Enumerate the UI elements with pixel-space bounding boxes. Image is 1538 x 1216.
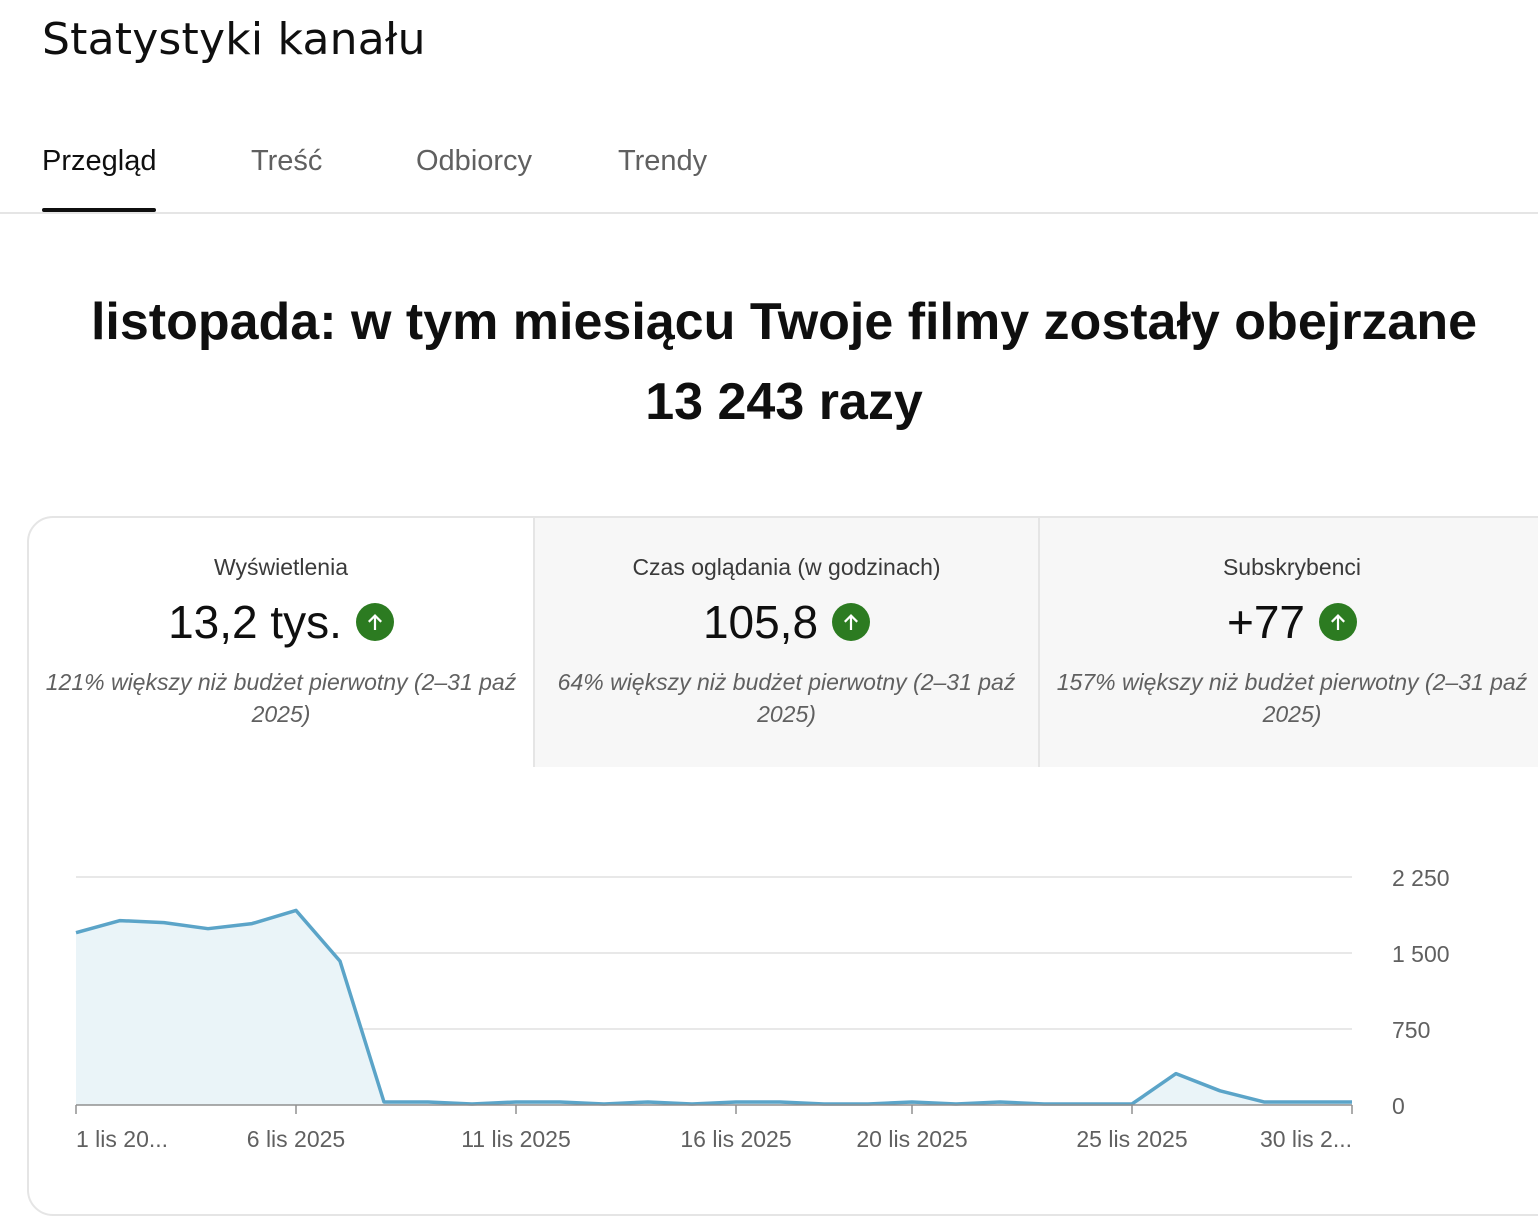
metric-subscribers-comparison: 157% większy niż budżet pierwotny (2–31 … — [1040, 666, 1538, 730]
metric-watch-time-label: Czas oglądania (w godzinach) — [632, 554, 941, 580]
metric-views-comparison: 121% większy niż budżet pierwotny (2–31 … — [29, 666, 533, 730]
metric-subscribers-label: Subskrybenci — [1222, 554, 1362, 580]
metric-subscribers[interactable]: Subskrybenci +77 157% większy niż budżet… — [1038, 518, 1538, 767]
metric-watch-time-comparison-line-1: 64% większy niż budżet pierwotny (2–31 p… — [557, 669, 1016, 695]
x-tick-label: 6 lis 2025 — [247, 1126, 345, 1152]
metric-subscribers-comparison-line-1: 157% większy niż budżet pierwotny (2–31 … — [1056, 669, 1528, 695]
tab-audience[interactable]: Odbiorcy — [416, 145, 532, 212]
metric-watch-time-value: 105,8 — [702, 596, 819, 648]
x-tick-label: 1 lis 20... — [76, 1126, 168, 1152]
tab-audience-label: Odbiorcy — [416, 145, 533, 177]
metric-watch-time-comparison: 64% większy niż budżet pierwotny (2–31 p… — [535, 666, 1038, 730]
arrow-up-circle-icon — [1319, 603, 1358, 641]
arrow-up-circle-icon — [832, 603, 871, 641]
metric-views-value: 13,2 tys. — [168, 596, 342, 648]
y-tick-label: 0 — [1392, 1093, 1405, 1119]
tab-content-label: Treść — [251, 145, 323, 177]
series-line — [75, 908, 1352, 1106]
metric-views[interactable]: Wyświetlenia 13,2 tys. 121% większy niż … — [29, 518, 533, 767]
tab-bar: Przegląd Treść Odbiorcy Trendy — [0, 135, 1538, 214]
metric-views-comparison-line-2: 2025) — [251, 701, 311, 727]
x-tick-label: 30 lis 2... — [1260, 1126, 1352, 1152]
y-tick-label: 750 — [1392, 1017, 1430, 1043]
y-tick-label: 1 500 — [1392, 941, 1450, 967]
metric-watch-time-value-row: 105,8 — [535, 594, 1038, 650]
metric-subscribers-value-row: +77 — [1040, 594, 1538, 650]
tab-overview-label: Przegląd — [42, 145, 157, 177]
metric-views-value-row: 13,2 tys. — [29, 594, 533, 650]
arrow-up-circle-icon — [355, 603, 394, 641]
summary-headline: listopada: w tym miesiącu Twoje filmy zo… — [30, 282, 1538, 442]
metric-watch-time-comparison-line-2: 2025) — [757, 701, 816, 727]
x-tick-label: 16 lis 2025 — [680, 1126, 791, 1152]
page-title: Statystyki kanału — [42, 14, 426, 65]
metric-views-label: Wyświetlenia — [213, 554, 348, 580]
metric-subscribers-comparison-line-2: 2025) — [1262, 701, 1322, 727]
metric-watch-time[interactable]: Czas oglądania (w godzinach) 105,8 64% w… — [533, 518, 1038, 767]
tab-content[interactable]: Treść — [251, 145, 322, 212]
tab-trends-label: Trendy — [618, 145, 708, 177]
headline-line-1: listopada: w tym miesiącu Twoje filmy zo… — [90, 293, 1478, 351]
tab-trends[interactable]: Trendy — [618, 145, 707, 212]
series-area — [76, 910, 1352, 1105]
metric-subscribers-value: +77 — [1226, 596, 1306, 648]
x-tick-label: 11 lis 2025 — [461, 1126, 571, 1152]
x-tick-label: 25 lis 2025 — [1076, 1126, 1187, 1152]
active-tab-indicator — [42, 208, 157, 212]
headline-line-2: 13 243 razy — [645, 373, 923, 431]
views-area-chart[interactable]: 2 250 1 500 750 0 1 lis 20... 6 lis 2025 11 li… — [0, 840, 1538, 1176]
y-tick-label: 2 250 — [1392, 865, 1450, 891]
tab-overview[interactable]: Przegląd — [42, 145, 157, 212]
x-tick-label: 20 lis 2025 — [856, 1126, 967, 1152]
metric-views-comparison-line-1: 121% większy niż budżet pierwotny (2–31 … — [45, 669, 517, 695]
